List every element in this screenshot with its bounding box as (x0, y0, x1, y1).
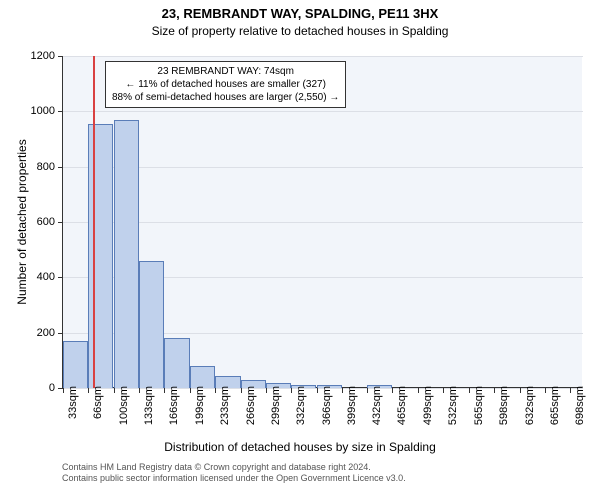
x-tick (392, 388, 393, 393)
x-tick (164, 388, 165, 393)
x-tick (139, 388, 140, 393)
y-tick (58, 333, 63, 334)
info-line-2: ← 11% of detached houses are smaller (32… (112, 78, 339, 91)
x-tick (494, 388, 495, 393)
x-tick-label: 432sqm (371, 386, 383, 436)
x-tick (114, 388, 115, 393)
x-tick (266, 388, 267, 393)
plot-area: 02004006008001000120033sqm66sqm100sqm133… (62, 56, 582, 388)
x-tick (520, 388, 521, 393)
info-line-1: 23 REMBRANDT WAY: 74sqm (112, 65, 339, 78)
y-tick-label: 800 (15, 161, 55, 173)
x-tick-label: 133sqm (143, 386, 155, 436)
x-tick-label: 199sqm (194, 386, 206, 436)
histogram-bar (139, 261, 164, 388)
chart-title: 23, REMBRANDT WAY, SPALDING, PE11 3HX (0, 6, 600, 21)
x-tick (215, 388, 216, 393)
x-tick-label: 366sqm (321, 386, 333, 436)
x-tick-label: 33sqm (67, 386, 79, 436)
chart-container: 23, REMBRANDT WAY, SPALDING, PE11 3HX Si… (0, 0, 600, 500)
x-tick (317, 388, 318, 393)
x-tick-label: 665sqm (549, 386, 561, 436)
info-line-3: 88% of semi-detached houses are larger (… (112, 91, 339, 104)
x-tick (545, 388, 546, 393)
x-tick-label: 465sqm (396, 386, 408, 436)
info-box: 23 REMBRANDT WAY: 74sqm← 11% of detached… (105, 61, 346, 108)
x-tick-label: 565sqm (473, 386, 485, 436)
y-tick-label: 0 (15, 382, 55, 394)
x-tick-label: 66sqm (92, 386, 104, 436)
histogram-bar (63, 341, 88, 388)
x-tick (469, 388, 470, 393)
histogram-bar (114, 120, 139, 388)
x-tick (570, 388, 571, 393)
chart-subtitle: Size of property relative to detached ho… (0, 24, 600, 38)
x-tick (88, 388, 89, 393)
grid-line (63, 167, 583, 168)
y-tick (58, 277, 63, 278)
x-tick (418, 388, 419, 393)
x-tick-label: 233sqm (219, 386, 231, 436)
footer: Contains HM Land Registry data © Crown c… (62, 462, 406, 484)
y-tick-label: 200 (15, 327, 55, 339)
histogram-bar (190, 366, 215, 388)
y-tick (58, 222, 63, 223)
y-tick-label: 1000 (15, 105, 55, 117)
x-tick-label: 499sqm (422, 386, 434, 436)
y-tick-label: 600 (15, 216, 55, 228)
x-tick (63, 388, 64, 393)
x-tick-label: 399sqm (346, 386, 358, 436)
x-tick (241, 388, 242, 393)
y-tick (58, 56, 63, 57)
x-tick (367, 388, 368, 393)
y-tick (58, 111, 63, 112)
x-axis-label: Distribution of detached houses by size … (0, 440, 600, 454)
histogram-bar (88, 124, 113, 388)
x-tick-label: 299sqm (270, 386, 282, 436)
x-tick-label: 266sqm (245, 386, 257, 436)
x-tick-label: 598sqm (498, 386, 510, 436)
y-tick-label: 400 (15, 271, 55, 283)
footer-line-2: Contains public sector information licen… (62, 473, 406, 484)
x-tick (443, 388, 444, 393)
footer-line-1: Contains HM Land Registry data © Crown c… (62, 462, 406, 473)
x-tick-label: 532sqm (447, 386, 459, 436)
x-tick (291, 388, 292, 393)
grid-line (63, 111, 583, 112)
grid-line (63, 56, 583, 57)
x-tick-label: 332sqm (295, 386, 307, 436)
x-tick-label: 698sqm (574, 386, 586, 436)
x-tick (342, 388, 343, 393)
y-tick (58, 167, 63, 168)
histogram-bar (164, 338, 189, 388)
grid-line (63, 222, 583, 223)
marker-line (93, 56, 95, 388)
x-tick (190, 388, 191, 393)
y-tick-label: 1200 (15, 50, 55, 62)
x-tick-label: 100sqm (118, 386, 130, 436)
x-tick-label: 632sqm (524, 386, 536, 436)
x-tick-label: 166sqm (168, 386, 180, 436)
